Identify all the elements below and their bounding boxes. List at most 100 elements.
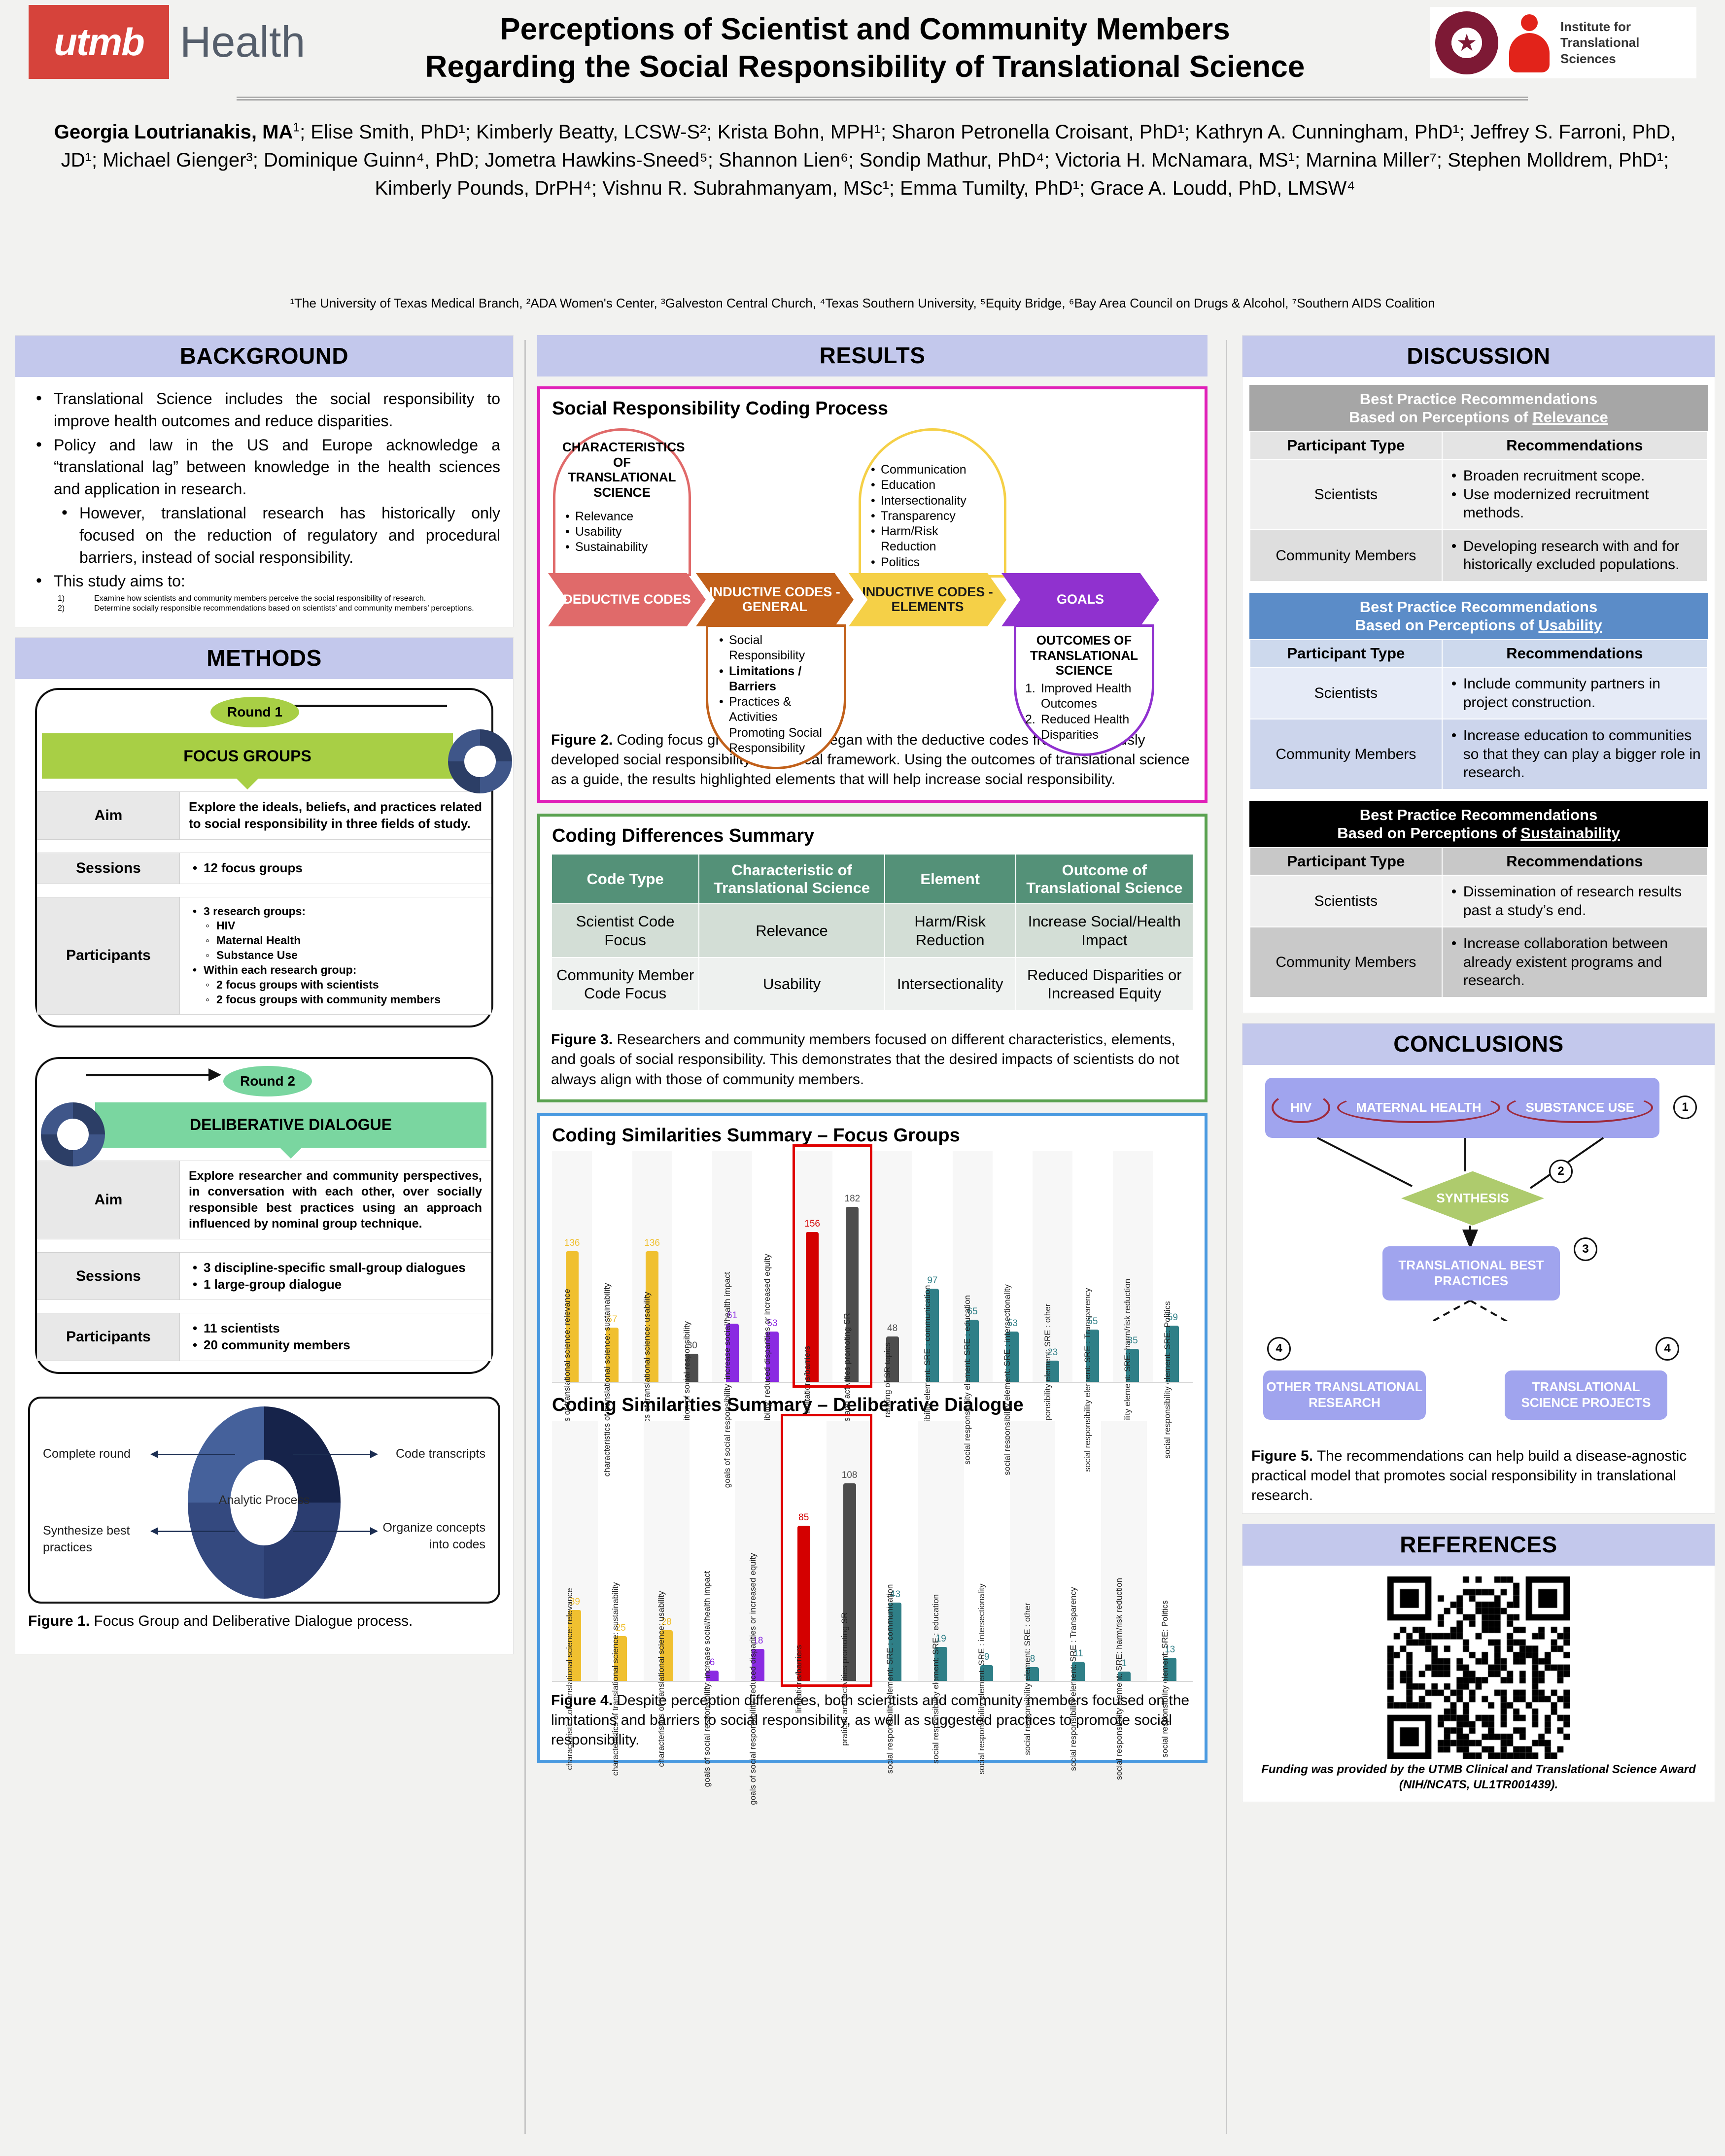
- list-item: Harm/Risk Reduction: [868, 524, 997, 555]
- table-header-row: Participant Type Recommendations: [1249, 639, 1708, 668]
- chevron-goals: GOALS: [1001, 573, 1159, 626]
- caption-line-2: Based on Perceptions of: [1355, 616, 1539, 634]
- bar-group: 65 social responsibility element: SRE : e…: [952, 1151, 993, 1465]
- list-item: Relevance: [562, 509, 682, 525]
- bar-group: 6 goals of social responsibility: increas…: [690, 1421, 735, 1787]
- analytic-label-complete-round: Complete round: [43, 1446, 131, 1461]
- bar: [605, 1327, 619, 1383]
- table-cell: Usability: [698, 957, 885, 1012]
- list-item-sub: However, translational research has hist…: [54, 501, 500, 568]
- bar-category-label: characteristics of translational science…: [611, 1582, 621, 1776]
- bar-value-label: 43: [890, 1589, 901, 1600]
- bar-category-label: social responsibility element: SRE : int…: [977, 1583, 987, 1775]
- bar: [1006, 1331, 1019, 1383]
- row-label: Participants: [37, 1313, 180, 1361]
- table-cell: Community Members: [1249, 529, 1443, 582]
- caption-keyword: Sustainability: [1520, 824, 1620, 842]
- list-item: Maternal Health: [202, 933, 482, 948]
- conclusions-heading: CONCLUSIONS: [1242, 1023, 1715, 1065]
- bar-group: 182 pratices and activities promoting SR: [832, 1151, 872, 1447]
- row-label: Sessions: [37, 852, 180, 884]
- node-label-substance-use: SUBSTANCE USE: [1507, 1092, 1653, 1124]
- background-panel: BACKGROUND Translational Science include…: [15, 335, 514, 628]
- list-item: Education: [868, 478, 997, 493]
- bar-group: 13 social responsibility element: SRE: Po…: [1147, 1421, 1193, 1757]
- bar-value-label: 11: [1073, 1648, 1083, 1659]
- caption-line-1: Best Practice Recommendations: [1359, 390, 1598, 408]
- caption-line-1: Best Practice Recommendations: [1359, 806, 1598, 823]
- coding-differences-table: Code Type Characteristic of Translationa…: [551, 853, 1194, 1012]
- focus-groups-bar-chart: 136 characteristics of translational scie…: [552, 1144, 1193, 1506]
- bar-category-label: social responsibility element: SRE : com…: [885, 1584, 895, 1774]
- bar-value-label: 1: [1121, 1658, 1127, 1669]
- list-item: 1. Improved Health Outcomes: [1024, 681, 1144, 712]
- list-item: Limitations / Barriers: [716, 664, 836, 695]
- bar-value-label: 13: [1165, 1644, 1175, 1655]
- bar-category-label: social responsibility element: SRE : edu…: [931, 1594, 941, 1764]
- bar-group: 97 social responsibility element: SRE : c…: [912, 1151, 952, 1474]
- translational-science-projects-node: TRANSLATIONAL SCIENCE PROJECTS: [1505, 1370, 1667, 1420]
- best-practice-table-usability: Best Practice Recommendations Based on P…: [1249, 592, 1708, 790]
- round-1-connector: [284, 705, 447, 708]
- table-row: Community Members Developing research wi…: [1249, 529, 1708, 582]
- bar-group: 18 goals of social responsibility: reduce…: [735, 1420, 781, 1805]
- synthesis-node: SYNTHESIS: [1401, 1171, 1544, 1226]
- coding-process-diagram: CHARACTERISTICS OF TRANSLATIONAL SCIENCE…: [548, 425, 1197, 769]
- step-badge-4-left: 4: [1267, 1336, 1291, 1361]
- first-author: Georgia Loutrianakis, MA: [54, 121, 293, 143]
- bar-category-label: goals of social responsibility: reduced …: [748, 1553, 758, 1805]
- qr-code[interactable]: [1387, 1576, 1570, 1759]
- bar-group: 1 social responsibility element: SRE: har…: [1101, 1420, 1147, 1780]
- round-2-banner: DELIBERATIVE DIALOGUE: [95, 1102, 486, 1159]
- list-item: Intersectionality: [868, 493, 997, 509]
- bar: [889, 1603, 902, 1682]
- round-1-block: Round 1 FOCUS GROUPS Aim Explore the ide…: [28, 683, 512, 1030]
- bar-value-label: 59: [1167, 1312, 1178, 1323]
- bar: [1117, 1671, 1131, 1682]
- row-value: Explore the ideals, beliefs, and practic…: [180, 791, 491, 840]
- table-cell: Community Member Code Focus: [551, 957, 700, 1012]
- dome-title: OUTCOMES OF TRANSLATIONAL SCIENCE: [1030, 633, 1138, 678]
- table-cell: Intersectionality: [884, 957, 1016, 1012]
- results-heading: RESULTS: [537, 335, 1208, 376]
- list-item: Policy and law in the US and Europe ackn…: [28, 433, 500, 500]
- coding-process-title: Social Responsibility Coding Process: [552, 398, 889, 419]
- column-header: Participant Type: [1249, 639, 1443, 668]
- chevron-deductive-codes: DEDUCTIVE CODES: [548, 573, 706, 626]
- bar-value-label: 19: [935, 1633, 946, 1644]
- methods-heading: METHODS: [15, 638, 513, 680]
- list-item: Practices & Activities Promoting Social …: [716, 694, 836, 756]
- round-1-pill: Round 1: [210, 697, 299, 728]
- round-2-block: Round 2 DELIBERATIVE DIALOGUE Aim Explor…: [28, 1052, 500, 1377]
- bar: [886, 1336, 899, 1383]
- methods-row-aim: Aim Explore researcher and community per…: [37, 1160, 491, 1239]
- title-line-1: Perceptions of Scientist and Community M…: [500, 12, 1230, 46]
- column-header: Code Type: [551, 853, 700, 905]
- round-2-connector: [86, 1068, 221, 1081]
- left-column: BACKGROUND Translational Science include…: [15, 335, 514, 1664]
- arrow-icon: [293, 1527, 378, 1535]
- list-item: Developing research with and for histori…: [1448, 537, 1702, 574]
- column-header: Recommendations: [1441, 847, 1708, 876]
- goals-dome: OUTCOMES OF TRANSLATIONAL SCIENCE 1. Impr…: [1014, 624, 1154, 756]
- column-header: Recommendations: [1441, 431, 1708, 460]
- row-label: Aim: [37, 1160, 180, 1239]
- row-label: Participants: [37, 896, 180, 1015]
- bar-group: 156 limitations/barriers: [792, 1151, 832, 1414]
- bar: [706, 1671, 719, 1682]
- bar: [843, 1483, 856, 1682]
- node-label-hiv: HIV: [1271, 1092, 1331, 1124]
- bar-value-label: 30: [687, 1340, 697, 1351]
- bar-category-label: pratices and activities promoting SR: [839, 1612, 849, 1746]
- bar-group: 53 social responsibility element: SRE : i…: [993, 1151, 1033, 1475]
- item-number: 1.: [1025, 682, 1035, 696]
- methods-row-participants: Participants 3 research groups: HIV Mate…: [37, 896, 491, 1015]
- chevron-inductive-elements: INDUCTIVE CODES - ELEMENTS: [849, 573, 1006, 626]
- table-cell: Community Members: [1249, 719, 1443, 790]
- step-badge-3: 3: [1574, 1237, 1597, 1261]
- list-item: Politics: [868, 555, 997, 571]
- column-header: Participant Type: [1249, 847, 1443, 876]
- bar-category-label: social responsibility element: SRE : Tra…: [1068, 1587, 1078, 1771]
- item-number: 2.: [1025, 712, 1035, 726]
- bar: [1163, 1658, 1176, 1682]
